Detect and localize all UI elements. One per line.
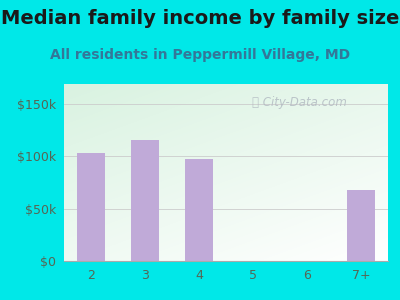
Text: ⌕ City-Data.com: ⌕ City-Data.com xyxy=(252,96,347,110)
Text: Median family income by family size: Median family income by family size xyxy=(1,9,399,28)
Text: All residents in Peppermill Village, MD: All residents in Peppermill Village, MD xyxy=(50,48,350,62)
Bar xyxy=(77,153,105,261)
Bar xyxy=(347,190,375,261)
Bar xyxy=(185,159,213,261)
Bar xyxy=(131,140,159,261)
